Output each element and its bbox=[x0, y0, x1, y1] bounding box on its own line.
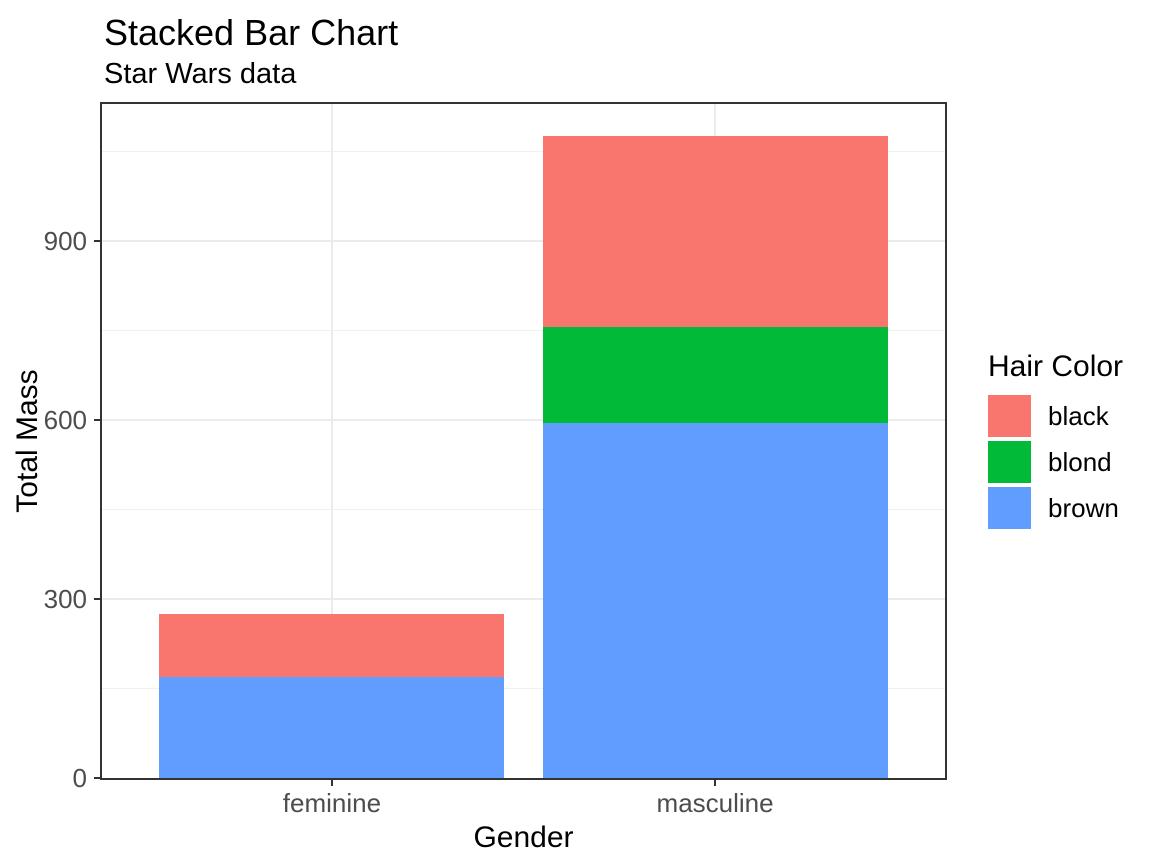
bar-segment-feminine-brown bbox=[159, 677, 505, 778]
bar-segment-masculine-brown bbox=[542, 423, 888, 778]
x-tick-mark-masculine bbox=[714, 778, 717, 786]
legend-key-swatch-brown bbox=[988, 487, 1031, 529]
bar-segment-masculine-blond bbox=[542, 327, 888, 424]
legend-label-black: black bbox=[1048, 400, 1109, 431]
y-tick-mark-0 bbox=[94, 777, 102, 779]
x-tick-label-feminine: feminine bbox=[282, 788, 382, 818]
y-tick-mark-300 bbox=[94, 597, 102, 600]
y-tick-label-0: 0 bbox=[72, 763, 87, 793]
legend-key-swatch-blond bbox=[988, 441, 1031, 483]
legend-item-brown: brown bbox=[988, 487, 1123, 529]
x-gridline-major-feminine bbox=[330, 104, 333, 778]
plot-subtitle: Star Wars data bbox=[104, 58, 297, 90]
x-axis-title: Gender bbox=[473, 821, 574, 854]
y-tick-mark-900 bbox=[94, 239, 102, 242]
y-tick-label-600: 600 bbox=[43, 404, 87, 435]
y-tick-label-300: 300 bbox=[43, 583, 87, 614]
legend-label-blond: blond bbox=[1048, 446, 1112, 477]
x-tick-mark-feminine bbox=[330, 778, 333, 786]
y-gridline-minor-150 bbox=[102, 687, 945, 689]
legend-key-swatch-black bbox=[988, 395, 1031, 437]
legend-label-brown: brown bbox=[1048, 492, 1119, 523]
bar-segment-feminine-black bbox=[159, 613, 505, 678]
legend-item-blond: blond bbox=[988, 441, 1123, 483]
y-gridline-minor-450 bbox=[102, 508, 945, 510]
plot-title: Stacked Bar Chart bbox=[104, 12, 399, 53]
plot-panel bbox=[100, 102, 947, 780]
y-tick-mark-600 bbox=[94, 418, 102, 421]
y-axis-title: Total Mass bbox=[11, 369, 44, 513]
y-gridline-minor-750 bbox=[102, 329, 945, 331]
legend-title: Hair Color bbox=[988, 350, 1124, 383]
legend: Hair Color black blond brown bbox=[988, 349, 1123, 533]
y-gridline-major-300 bbox=[102, 597, 945, 600]
legend-item-black: black bbox=[988, 395, 1123, 437]
y-gridline-minor-1050 bbox=[102, 150, 945, 152]
legend-items: black blond brown bbox=[988, 395, 1123, 529]
y-gridline-major-900 bbox=[102, 239, 945, 242]
bar-segment-masculine-black bbox=[542, 136, 888, 328]
y-gridline-major-600 bbox=[102, 418, 945, 421]
y-tick-label-900: 900 bbox=[43, 225, 87, 256]
x-tick-label-masculine: masculine bbox=[656, 788, 774, 818]
